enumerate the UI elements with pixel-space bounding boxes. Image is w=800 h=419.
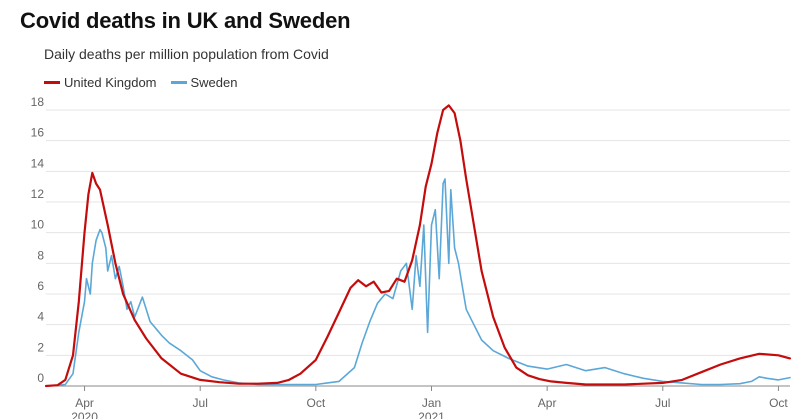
legend-item-sweden[interactable]: Sweden bbox=[170, 75, 238, 90]
legend-label-uk: United Kingdom bbox=[64, 75, 157, 90]
chart-subtitle: Daily deaths per million population from… bbox=[44, 46, 329, 62]
x-tick-label: Oct bbox=[307, 396, 326, 410]
y-tick-label: 4 bbox=[37, 310, 44, 324]
y-axis: 0 2 4 6 8 10 12 14 16 18 bbox=[31, 95, 45, 385]
y-tick-label: 10 bbox=[31, 218, 45, 232]
x-tick-year-label: 2020 bbox=[71, 410, 98, 419]
y-tick-label: 14 bbox=[31, 156, 45, 170]
chart-title: Covid deaths in UK and Sweden bbox=[20, 8, 351, 33]
y-tick-label: 16 bbox=[31, 126, 45, 140]
legend-item-uk[interactable]: United Kingdom bbox=[44, 75, 157, 90]
series-layer bbox=[44, 104, 792, 388]
series-line-uk[interactable] bbox=[44, 104, 792, 388]
y-tick-label: 18 bbox=[31, 95, 45, 109]
x-tick-label: Oct bbox=[769, 396, 788, 410]
grid-layer bbox=[46, 109, 790, 387]
x-tick-label: Apr bbox=[538, 396, 557, 410]
y-tick-label: 2 bbox=[37, 340, 44, 354]
x-tick-label: Jul bbox=[193, 396, 208, 410]
x-tick-label: Jan bbox=[422, 396, 441, 410]
x-tick-label: Apr bbox=[75, 396, 94, 410]
legend-label-sweden: Sweden bbox=[190, 75, 238, 90]
y-tick-label: 12 bbox=[31, 187, 45, 201]
legend: United Kingdom Sweden bbox=[44, 75, 251, 90]
y-tick-label: 8 bbox=[37, 248, 44, 262]
series-line-sweden[interactable] bbox=[45, 178, 791, 387]
legend-swatch-sweden bbox=[170, 81, 187, 84]
x-tick-label: Jul bbox=[655, 396, 670, 410]
y-tick-label: 0 bbox=[37, 371, 44, 385]
legend-swatch-uk bbox=[44, 81, 60, 84]
y-tick-label: 6 bbox=[37, 279, 44, 293]
x-tick-year-label: 2021 bbox=[418, 410, 445, 419]
